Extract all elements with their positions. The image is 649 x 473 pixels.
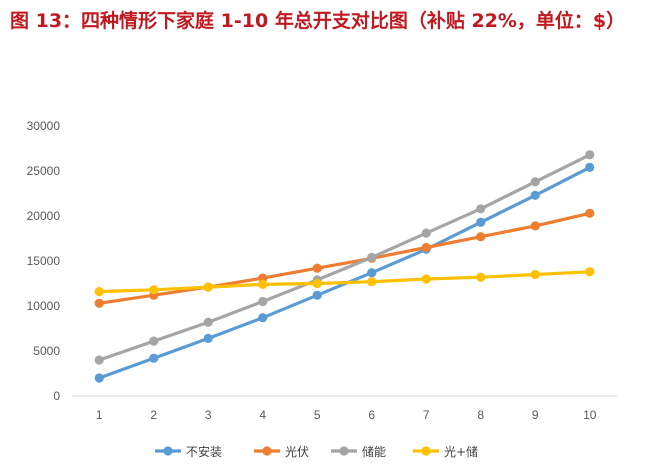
- legend-swatch-marker: [163, 446, 173, 456]
- series-line: [97, 153, 592, 362]
- legend-label: 光+储: [444, 444, 478, 459]
- y-tick-label: 0: [53, 389, 60, 403]
- y-tick-label: 30000: [27, 119, 61, 133]
- data-point: [476, 217, 486, 227]
- series-line: [97, 211, 592, 305]
- x-tick-label: 7: [423, 408, 430, 422]
- data-point: [312, 290, 322, 300]
- legend-swatch-marker: [339, 446, 349, 456]
- y-tick-label: 5000: [33, 344, 60, 358]
- y-tick-label: 20000: [27, 209, 61, 223]
- data-point: [367, 277, 377, 287]
- data-point: [203, 282, 213, 292]
- x-tick-label: 8: [477, 408, 484, 422]
- x-tick-label: 10: [583, 408, 597, 422]
- data-point: [476, 272, 486, 282]
- data-point: [203, 333, 213, 343]
- x-tick-label: 3: [205, 408, 212, 422]
- data-point: [312, 278, 322, 289]
- legend-swatch-marker: [421, 446, 431, 456]
- data-point: [203, 317, 213, 327]
- data-point: [585, 162, 595, 172]
- data-point: [258, 273, 268, 283]
- data-point: [149, 353, 159, 363]
- data-point: [312, 263, 322, 273]
- x-tick-label: 5: [314, 408, 321, 422]
- series-line: [97, 270, 592, 294]
- legend-swatch-marker: [262, 446, 272, 456]
- x-tick-label: 6: [368, 408, 375, 422]
- data-point: [530, 269, 540, 280]
- data-point: [94, 373, 104, 383]
- x-tick-label: 2: [150, 408, 157, 422]
- data-point: [530, 190, 540, 200]
- x-tick-label: 1: [96, 408, 103, 422]
- data-point: [585, 208, 595, 218]
- data-point: [530, 221, 540, 231]
- x-tick-label: 4: [259, 408, 266, 422]
- series-line: [97, 165, 592, 380]
- data-point: [258, 279, 268, 289]
- y-tick-label: 10000: [27, 299, 61, 313]
- data-point: [367, 252, 377, 262]
- chart-title: 图 13：四种情形下家庭 1-10 年总开支对比图（补贴 22%，单位：$）: [10, 10, 626, 32]
- data-point: [149, 285, 159, 295]
- data-point: [530, 177, 540, 187]
- data-point: [258, 296, 268, 307]
- data-point: [585, 267, 595, 277]
- data-point: [149, 336, 159, 346]
- data-point: [367, 268, 377, 278]
- data-point: [421, 242, 431, 253]
- data-point: [476, 204, 486, 214]
- x-tick-label: 9: [532, 408, 539, 422]
- data-point: [476, 232, 486, 242]
- y-tick-label: 25000: [27, 164, 61, 178]
- data-point: [94, 287, 104, 297]
- data-point: [585, 150, 595, 160]
- data-point: [94, 298, 104, 308]
- legend-label: 不安装: [186, 444, 222, 459]
- data-point: [421, 274, 431, 284]
- legend-label: 储能: [362, 444, 386, 459]
- legend-label: 光伏: [285, 445, 309, 459]
- data-point: [258, 313, 268, 323]
- data-point: [421, 228, 431, 238]
- y-tick-label: 15000: [27, 254, 61, 268]
- data-point: [94, 355, 104, 365]
